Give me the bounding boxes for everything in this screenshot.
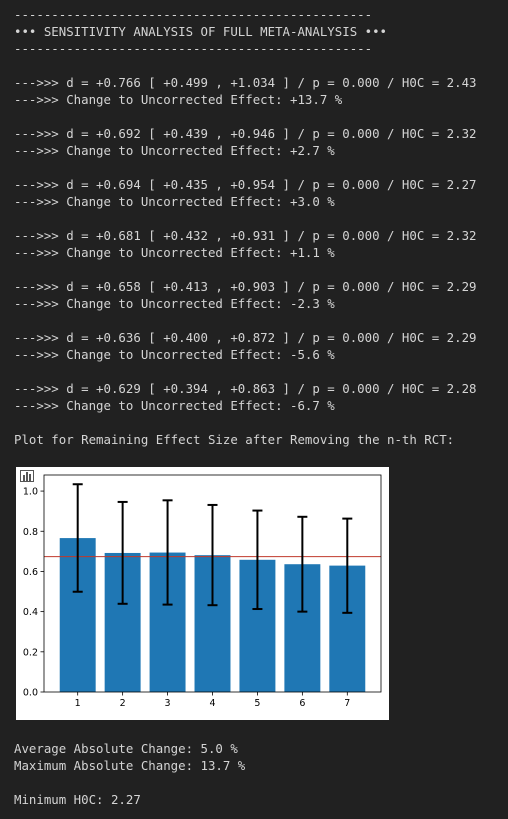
divider-bottom: ----------------------------------------…: [14, 41, 373, 56]
result-3-line: --->>> d = +0.694 [ +0.435 , +0.954 ] / …: [14, 177, 477, 192]
y-tick-label: 0.0: [23, 688, 38, 699]
bar-chart-icon[interactable]: [20, 470, 34, 482]
result-6-change: --->>> Change to Uncorrected Effect: -5.…: [14, 347, 335, 362]
result-7-change: --->>> Change to Uncorrected Effect: -6.…: [14, 398, 335, 413]
result-1-change: --->>> Change to Uncorrected Effect: +13…: [14, 92, 343, 107]
effect-size-plot: 0.0 0.2 0.4 0.6 0.8 1.0 1 2 3 4 5 6 7: [16, 467, 389, 720]
result-5-change: --->>> Change to Uncorrected Effect: -2.…: [14, 296, 335, 311]
divider-top: ----------------------------------------…: [14, 7, 373, 22]
y-tick-label: 1.0: [23, 487, 38, 498]
plot-caption: Plot for Remaining Effect Size after Rem…: [14, 432, 455, 447]
result-2-line: --->>> d = +0.692 [ +0.439 , +0.946 ] / …: [14, 126, 477, 141]
maximum-change: Maximum Absolute Change: 13.7 %: [14, 758, 246, 773]
result-1-line: --->>> d = +0.766 [ +0.499 , +1.034 ] / …: [14, 75, 477, 90]
result-6-line: --->>> d = +0.636 [ +0.400 , +0.872 ] / …: [14, 330, 477, 345]
result-7-line: --->>> d = +0.629 [ +0.394 , +0.863 ] / …: [14, 381, 477, 396]
result-4-change: --->>> Change to Uncorrected Effect: +1.…: [14, 245, 335, 260]
x-tick-label: 1: [75, 698, 81, 709]
average-change: Average Absolute Change: 5.0 %: [14, 741, 238, 756]
y-tick-label: 0.4: [23, 607, 38, 618]
x-tick-label: 5: [254, 698, 260, 709]
result-5-line: --->>> d = +0.658 [ +0.413 , +0.903 ] / …: [14, 279, 477, 294]
x-tick-label: 7: [344, 698, 350, 709]
y-tick-label: 0.6: [23, 567, 38, 578]
result-2-change: --->>> Change to Uncorrected Effect: +2.…: [14, 143, 335, 158]
result-3-change: --->>> Change to Uncorrected Effect: +3.…: [14, 194, 335, 209]
bar-chart: 0.0 0.2 0.4 0.6 0.8 1.0 1 2 3 4 5 6 7: [23, 474, 382, 709]
y-tick-label: 0.2: [23, 647, 38, 658]
section-header: ••• SENSITIVITY ANALYSIS OF FULL META-AN…: [14, 24, 387, 39]
minimum-h0c: Minimum H0C: 2.27: [14, 792, 141, 807]
result-4-line: --->>> d = +0.681 [ +0.432 , +0.931 ] / …: [14, 228, 477, 243]
x-tick-label: 3: [165, 698, 171, 709]
x-tick-label: 6: [299, 698, 305, 709]
y-tick-label: 0.8: [23, 527, 38, 538]
x-tick-label: 4: [209, 698, 215, 709]
x-tick-label: 2: [120, 698, 126, 709]
